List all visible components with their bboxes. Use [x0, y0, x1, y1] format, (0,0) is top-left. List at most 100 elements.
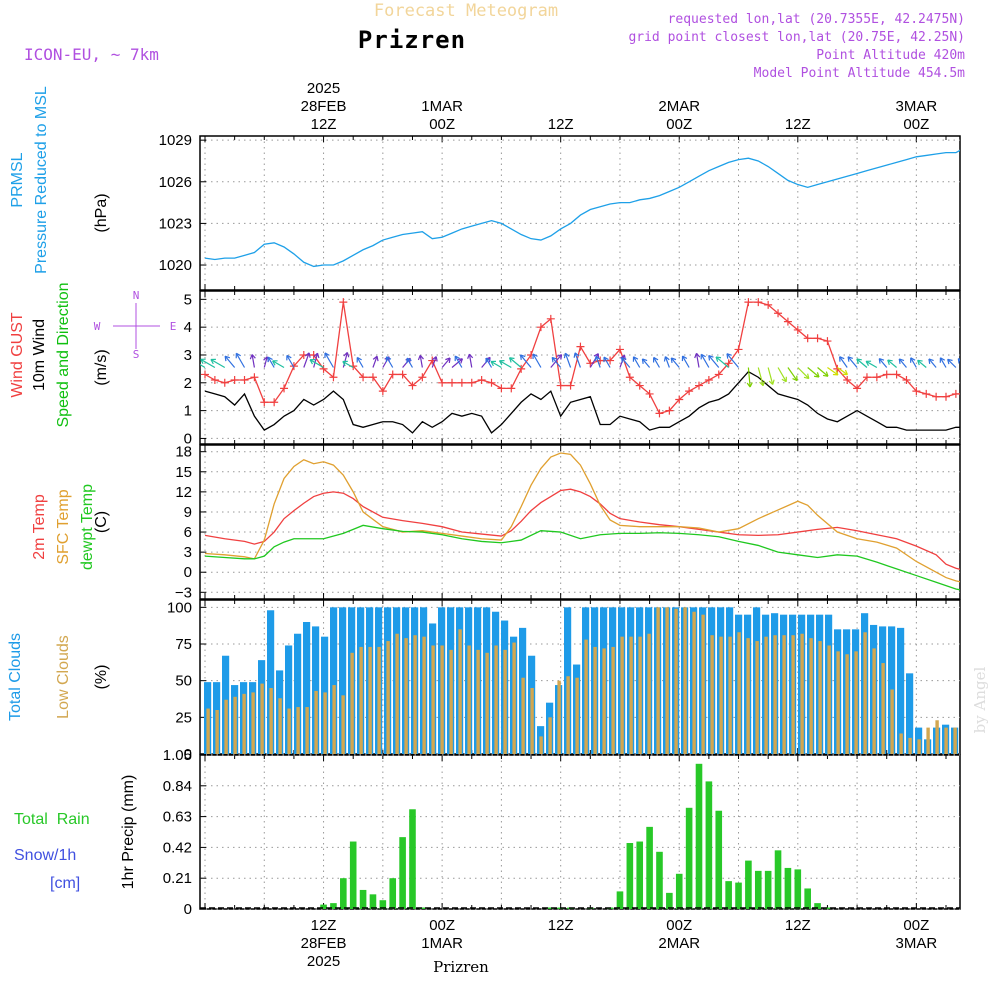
wind-arrow-head — [372, 355, 379, 362]
wind-arrow — [520, 354, 532, 368]
wind-arrow — [406, 357, 413, 368]
gust-marker — [645, 389, 654, 398]
wind-arrow — [695, 353, 700, 368]
bar-low-clouds — [575, 677, 579, 754]
wind-arrow — [603, 356, 611, 368]
bar-low-clouds — [719, 636, 723, 754]
bar-low-clouds — [935, 720, 939, 754]
bar-low-clouds — [467, 645, 471, 754]
wind-arrow-head — [839, 356, 845, 362]
wind-arrow-head — [551, 356, 558, 363]
series-line-sfc_temp — [204, 452, 960, 583]
gust-marker — [635, 381, 644, 390]
wind-arrow — [715, 356, 730, 368]
gust-marker — [922, 389, 931, 398]
compass-e: E — [170, 320, 177, 333]
bar-low-clouds — [755, 641, 759, 754]
bar-rain — [616, 891, 624, 909]
wind-arrow — [787, 367, 798, 381]
gust-marker — [843, 376, 852, 385]
bar-total-clouds — [267, 610, 275, 754]
wind-arrow — [356, 357, 364, 368]
wind-arrow-head — [663, 356, 670, 362]
bar-low-clouds — [287, 708, 291, 754]
y-tick-label: 3 — [184, 544, 192, 561]
bar-rain — [695, 763, 703, 909]
bar-low-clouds — [503, 649, 507, 754]
gust-marker — [655, 409, 664, 418]
bar-total-clouds — [906, 673, 914, 754]
wind-arrow — [947, 358, 957, 368]
wind-arrow-head — [856, 358, 862, 364]
unit-label: (C) — [93, 511, 110, 533]
wind-arrow-head — [210, 358, 216, 365]
bar-low-clouds — [854, 651, 858, 754]
time-label-top: 12Z — [548, 116, 574, 133]
wind-arrow — [708, 355, 720, 368]
bar-low-clouds — [701, 614, 705, 754]
bar-low-clouds — [476, 649, 480, 754]
wind-arrow — [767, 367, 774, 385]
gust-marker — [289, 362, 298, 371]
wind-arrow — [589, 353, 599, 368]
y-tick-label: 1026 — [159, 174, 192, 191]
wind-arrow-head — [343, 352, 350, 358]
bar-low-clouds — [404, 638, 408, 754]
time-label-top: 3MAR — [896, 98, 938, 115]
time-label-bottom: 12Z — [548, 917, 574, 934]
wind-arrow-head — [324, 352, 330, 358]
y-tick-label: 1023 — [159, 215, 192, 232]
wind-arrow-head — [641, 358, 648, 364]
wind-arrow — [757, 367, 764, 386]
wind-arrow-head — [417, 354, 424, 361]
wind-arrow-head — [947, 358, 953, 365]
wind-arrow — [286, 355, 295, 368]
bar-low-clouds — [602, 648, 606, 754]
unit-label: (m/s) — [93, 349, 110, 385]
gust-marker — [201, 370, 209, 379]
bar-low-clouds — [431, 645, 435, 754]
wind-arrow — [200, 363, 206, 369]
bar-low-clouds — [791, 635, 795, 754]
wind-arrow-head — [224, 355, 231, 362]
bar-low-clouds — [953, 727, 957, 754]
wind-arrow-head — [200, 358, 206, 364]
wind-arrow — [499, 360, 512, 369]
bar-low-clouds — [818, 641, 822, 754]
panel-clouds: 0 25 50 75 100 (%) Total Clouds Low Clouds — [7, 599, 961, 763]
wind-arrow-head — [928, 358, 934, 364]
wind-arrow-head — [832, 370, 839, 376]
wind-arrow — [431, 356, 437, 368]
gust-marker — [962, 390, 970, 398]
wind-arrow — [267, 356, 275, 368]
bar-low-clouds — [530, 688, 534, 754]
bar-low-clouds — [377, 646, 381, 754]
time-label-top: 00Z — [903, 116, 929, 133]
wind-arrow — [564, 353, 572, 368]
bar-low-clouds — [764, 636, 768, 754]
ylabel-2m-temp: 2m Temp — [31, 494, 48, 560]
bar-low-clouds — [458, 629, 462, 754]
unit-label: (%) — [93, 665, 110, 690]
bar-low-clouds — [665, 607, 669, 754]
wind-arrow — [263, 356, 268, 368]
y-tick-label: 5 — [184, 291, 192, 308]
bar-rain — [764, 870, 772, 909]
time-label-top: 2MAR — [658, 98, 700, 115]
bar-rain — [330, 903, 337, 909]
wind-arrow — [700, 354, 710, 368]
gust-marker — [823, 337, 832, 346]
gust-marker — [398, 370, 407, 379]
bar-rain — [814, 903, 821, 909]
wind-arrow-head — [878, 358, 885, 364]
bar-low-clouds — [485, 652, 489, 754]
wind-arrow — [551, 357, 562, 368]
wind-arrow — [957, 358, 960, 362]
wind-arrow — [532, 353, 542, 368]
ylabel-10m-wind: 10m Wind — [31, 319, 48, 391]
wind-arrow — [928, 358, 937, 368]
wind-arrow — [807, 367, 820, 378]
wind-arrow-head — [272, 360, 278, 366]
bar-rain — [320, 904, 327, 909]
time-label-bottom: 28FEB — [301, 935, 347, 952]
